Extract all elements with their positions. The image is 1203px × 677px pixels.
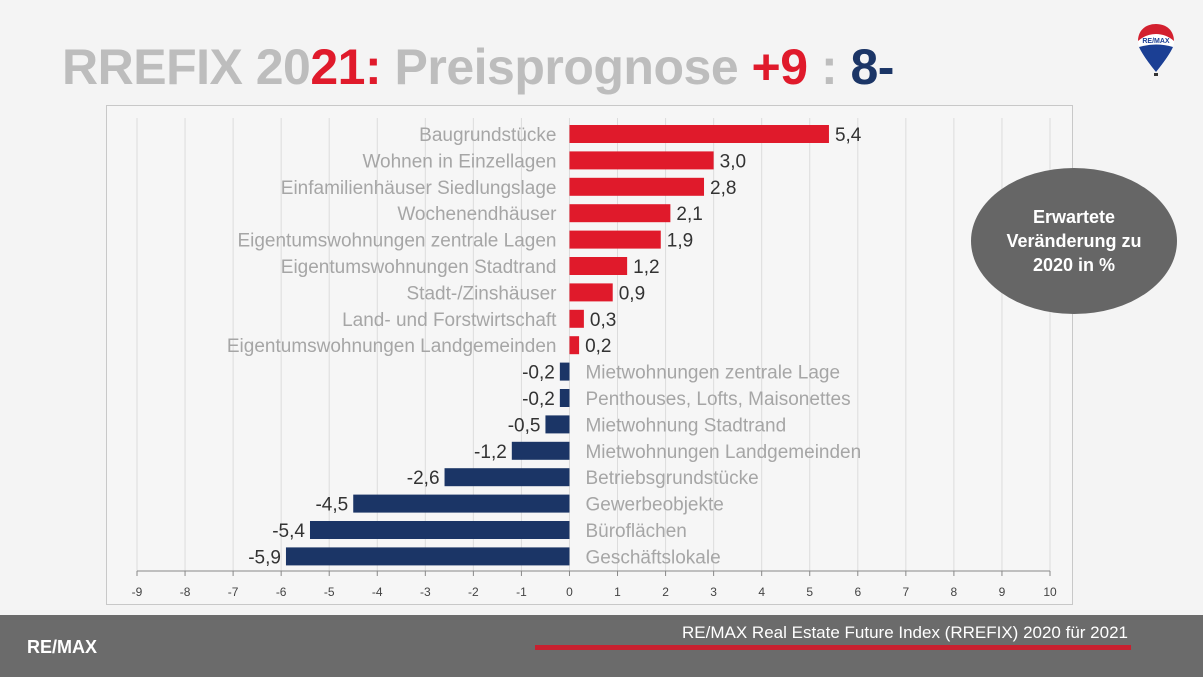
bar (569, 336, 580, 355)
category-label: Eigentumswohnungen Landgemeinden (227, 336, 557, 357)
x-tick-label: 9 (999, 585, 1006, 599)
category-label: Penthouses, Lofts, Maisonettes (585, 389, 850, 410)
remax-balloon-logo: RE/MAX (1138, 24, 1174, 76)
data-label: -4,5 (315, 495, 348, 516)
data-label: 0,9 (619, 283, 645, 304)
chart-area: -9 -8 -7 -6 -5 -4 -3 -2 -1 0 1 2 3 4 5 6 7 8 9 10 5,4 Baugrun… (106, 105, 1073, 605)
footer-brand-logo: RE/MAX (27, 637, 98, 657)
category-label: Geschäftslokale (585, 547, 720, 568)
title-negative-count: 8- (850, 39, 894, 95)
x-tick-label: -9 (132, 585, 143, 599)
x-tick-label: 7 (902, 585, 909, 599)
data-label: 2,8 (710, 178, 736, 199)
x-tick-label: 1 (614, 585, 621, 599)
footer-accent-line (535, 645, 1131, 650)
category-label: Betriebsgrundstücke (585, 468, 758, 489)
data-label: -0,2 (522, 389, 555, 410)
title-colon: : (364, 39, 382, 95)
category-label: Stadt-/Zinshäuser (407, 283, 558, 304)
annotation-bubble: Erwartete Veränderung zu 2020 in % (971, 168, 1177, 314)
data-label: 3,0 (720, 151, 746, 172)
x-tick-label: -5 (324, 585, 335, 599)
data-label: 0,3 (590, 310, 616, 331)
bar (569, 151, 714, 170)
data-label: -0,2 (522, 363, 555, 384)
data-label: 2,1 (676, 204, 702, 225)
data-label: 5,4 (835, 125, 862, 146)
bar (569, 230, 661, 249)
x-tick-label: -8 (180, 585, 191, 599)
svg-text:RE/MAX: RE/MAX (1142, 38, 1170, 45)
x-tick-label: -4 (372, 585, 383, 599)
bar (569, 309, 584, 328)
data-label: 0,2 (585, 336, 611, 357)
x-tick-label: 0 (566, 585, 573, 599)
data-label: -0,5 (508, 415, 541, 436)
bar (569, 177, 705, 196)
bar (545, 415, 570, 434)
bar (444, 468, 570, 487)
category-label: Mietwohnungen Landgemeinden (585, 442, 861, 463)
category-label: Land- und Forstwirtschaft (342, 310, 557, 331)
x-tick-label: -6 (276, 585, 287, 599)
x-tick-label: 8 (951, 585, 958, 599)
category-label: Wochenendhäuser (397, 204, 557, 225)
category-label: Büroflächen (585, 521, 686, 542)
category-label: Mietwohnung Stadtrand (585, 415, 786, 436)
x-tick-label: 3 (710, 585, 717, 599)
category-label: Wohnen in Einzellagen (362, 151, 556, 172)
bar (569, 257, 628, 275)
title-subject: Preisprognose (381, 39, 752, 95)
data-label: -2,6 (407, 468, 440, 489)
annotation-text: Erwartete Veränderung zu 2020 in % (1006, 206, 1142, 276)
page-title: RREFIX 2021: Preisprognose +9 : 8- (62, 38, 894, 96)
category-label: Einfamilienhäuser Siedlungslage (281, 178, 557, 199)
x-tick-label: 2 (662, 585, 669, 599)
title-positive-count: +9 (751, 39, 809, 95)
data-label: -1,2 (474, 442, 507, 463)
category-label: Baugrundstücke (419, 125, 556, 146)
bar (559, 362, 570, 381)
bar (511, 441, 570, 460)
category-label: Eigentumswohnungen zentrale Lagen (237, 231, 556, 252)
x-tick-label: 6 (854, 585, 861, 599)
data-label: -5,4 (272, 521, 305, 542)
title-separator: : (807, 39, 851, 95)
bar (309, 521, 570, 539)
x-tick-label: -7 (228, 585, 239, 599)
bar (285, 547, 570, 566)
bar (569, 283, 613, 302)
data-label: -5,9 (248, 547, 281, 568)
bar-chart: -9 -8 -7 -6 -5 -4 -3 -2 -1 0 1 2 3 4 5 6 7 8 9 10 5,4 Baugrun… (132, 118, 1057, 599)
x-tick-label: 4 (758, 585, 765, 599)
data-label: 1,9 (667, 231, 693, 252)
x-tick-label: 5 (806, 585, 813, 599)
footer: RE/MAX RE/MAX Real Estate Future Index (… (0, 615, 1203, 677)
x-tick-label: -3 (420, 585, 431, 599)
bar (353, 494, 570, 513)
x-tick-label: 10 (1043, 585, 1057, 599)
bar (569, 125, 829, 143)
category-label: Mietwohnungen zentrale Lage (585, 363, 840, 384)
title-text: RREFIX 20 (62, 39, 311, 95)
footer-source: RE/MAX Real Estate Future Index (RREFIX)… (682, 623, 1128, 642)
bar (559, 389, 570, 407)
data-label: 1,2 (633, 257, 659, 278)
bar (569, 204, 671, 223)
x-tick-label: -1 (516, 585, 527, 599)
category-label: Gewerbeobjekte (585, 495, 723, 516)
title-year-highlight: 21 (310, 39, 365, 95)
category-label: Eigentumswohnungen Stadtrand (281, 257, 557, 278)
x-tick-label: -2 (468, 585, 479, 599)
